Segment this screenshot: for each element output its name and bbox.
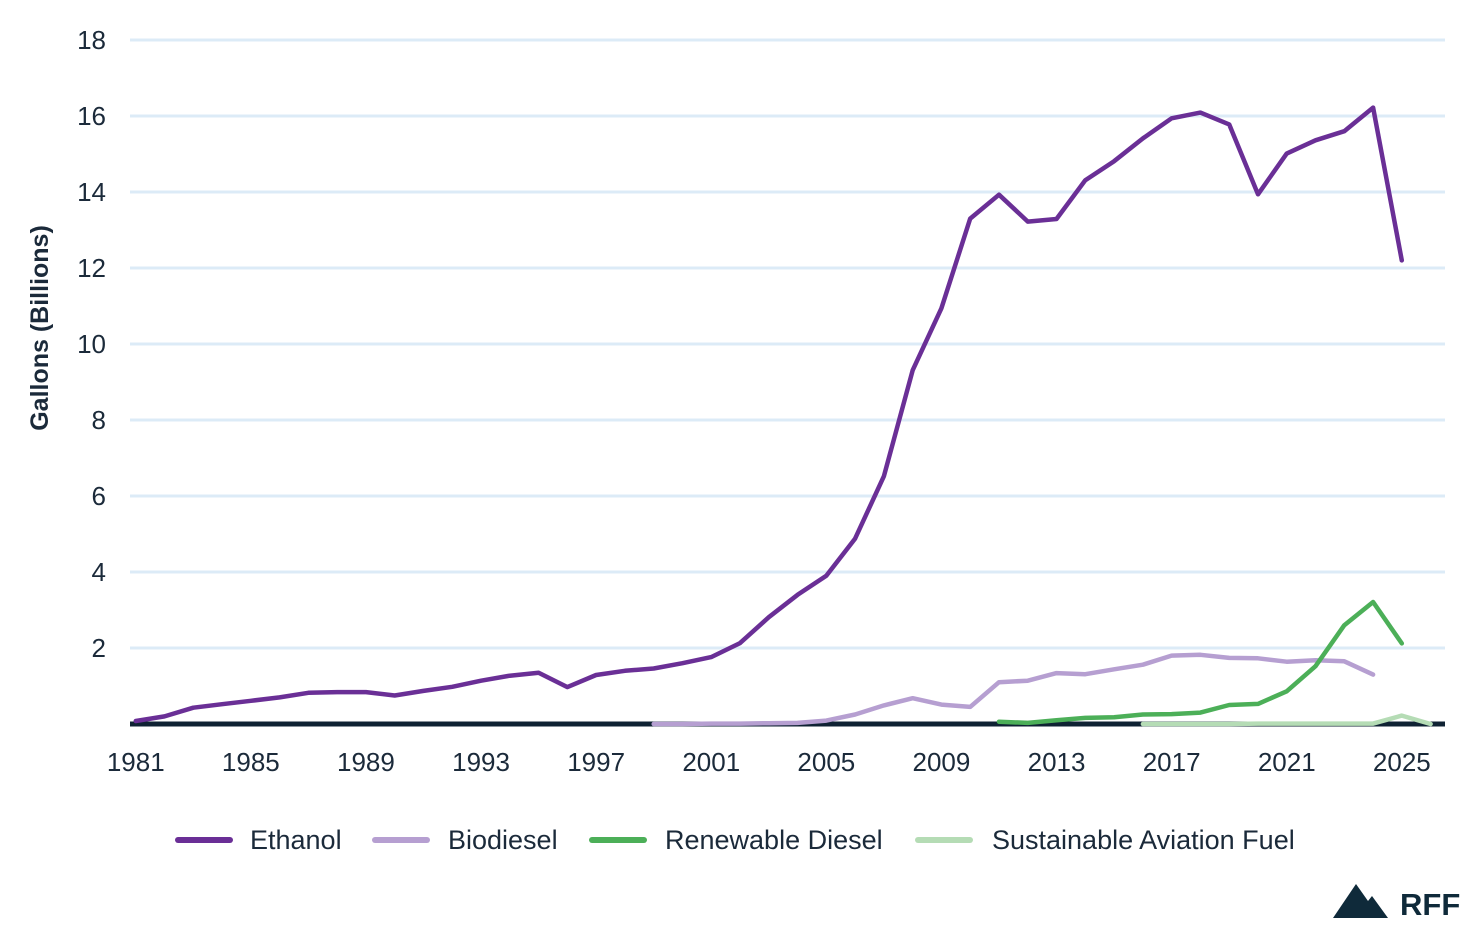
- series-layer: [133, 105, 1433, 727]
- y-tick-label: 8: [92, 405, 106, 435]
- x-tick-label: 2021: [1258, 747, 1316, 777]
- y-tick-label: 12: [77, 253, 106, 283]
- logo-text: RFF: [1400, 887, 1460, 922]
- rff-logo: RFF: [1333, 884, 1460, 922]
- y-tick-label: 14: [77, 177, 106, 207]
- y-tick-label: 6: [92, 481, 106, 511]
- grid-layer: [130, 38, 1445, 650]
- y-tick-labels: 2 4 6 8 10 12 14 16 18: [77, 25, 106, 663]
- y-tick-label: 16: [77, 101, 106, 131]
- legend-label-renewable-diesel: Renewable Diesel: [665, 825, 883, 855]
- series-line-sustainable-aviation-fuel: [1140, 713, 1433, 727]
- x-tick-label: 1993: [452, 747, 510, 777]
- x-tick-label: 1981: [107, 747, 165, 777]
- series-line-renewable-diesel: [996, 599, 1405, 726]
- x-tick-label: 1989: [337, 747, 395, 777]
- legend-label-ethanol: Ethanol: [250, 825, 342, 855]
- y-tick-label: 4: [92, 557, 106, 587]
- series-line-ethanol: [133, 105, 1405, 724]
- y-axis-label: Gallons (Billions): [26, 225, 54, 431]
- x-tick-label: 2025: [1373, 747, 1431, 777]
- mountain-logo-icon: [1333, 884, 1388, 918]
- y-tick-label: 10: [77, 329, 106, 359]
- x-tick-label: 2017: [1143, 747, 1201, 777]
- y-tick-label: 18: [77, 25, 106, 55]
- x-tick-label: 2009: [913, 747, 971, 777]
- x-tick-labels: 1981 1985 1989 1993 1997 2001 2005 2009 2013 2017…: [107, 747, 1431, 777]
- x-tick-label: 1985: [222, 747, 280, 777]
- x-tick-label: 2001: [682, 747, 740, 777]
- y-tick-label: 2: [92, 633, 106, 663]
- series-line-biodiesel: [651, 652, 1376, 727]
- legend-label-biodiesel: Biodiesel: [448, 825, 558, 855]
- x-tick-label: 2013: [1028, 747, 1086, 777]
- x-tick-label: 2005: [797, 747, 855, 777]
- x-tick-label: 1997: [567, 747, 625, 777]
- legend-label-sustainable-aviation-fuel: Sustainable Aviation Fuel: [992, 825, 1295, 855]
- legend: Ethanol Biodiesel Renewable Diesel Sustaina…: [175, 825, 1295, 855]
